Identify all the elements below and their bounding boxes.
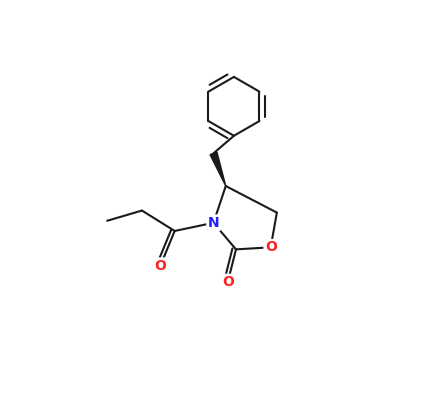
Text: O: O: [222, 275, 233, 289]
Text: O: O: [154, 259, 166, 273]
Text: O: O: [264, 240, 276, 254]
Text: N: N: [207, 216, 219, 230]
Polygon shape: [210, 152, 225, 186]
